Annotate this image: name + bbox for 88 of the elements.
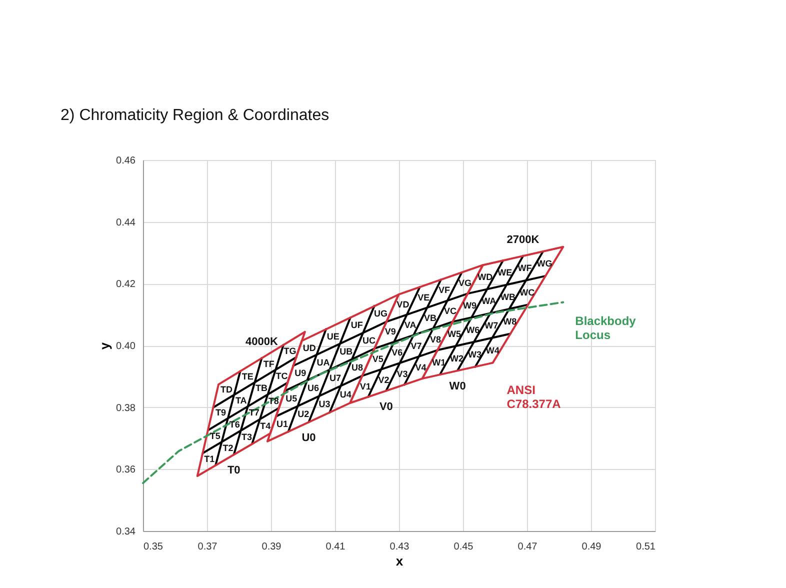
- annotation: TA: [235, 395, 248, 406]
- annotation: UF: [350, 320, 364, 330]
- annotation: V4: [415, 362, 426, 373]
- y-tick-label: 0.46: [116, 156, 136, 166]
- annotation: W0: [449, 380, 466, 393]
- x-tick-label: 0.49: [582, 542, 602, 552]
- text: ANSI C78.377A: [506, 382, 562, 411]
- y-tick-label: 0.34: [116, 526, 136, 538]
- series-label: Blackbody Locus: [575, 314, 636, 342]
- annotation: W7: [484, 320, 498, 331]
- annotation: V7: [410, 340, 422, 351]
- annotation: W2: [450, 353, 464, 364]
- annotation: WA: [482, 296, 497, 306]
- x-tick-label: 0.35: [144, 542, 164, 552]
- x-tick-label: 0.45: [454, 542, 474, 552]
- annotation: U8: [352, 362, 364, 372]
- annotation: TF: [263, 358, 275, 369]
- annotation: WF: [518, 263, 532, 274]
- annotation: UD: [302, 342, 316, 353]
- chart-title: 2) Chromaticity Region & Coordinates: [60, 107, 330, 124]
- x-axis-title: x: [396, 554, 404, 568]
- annotation: T3: [241, 432, 252, 442]
- annotation: V5: [372, 354, 384, 364]
- annotation: T5: [210, 430, 220, 441]
- annotation: V6: [392, 347, 403, 358]
- annotation: VB: [424, 312, 438, 323]
- annotation: U9: [294, 368, 306, 378]
- annotation: VA: [404, 320, 417, 330]
- annotation: TB: [255, 383, 268, 394]
- annotation: T0: [227, 464, 240, 477]
- annotation: T6: [229, 419, 240, 430]
- annotation: UB: [340, 346, 354, 356]
- annotation: VF: [438, 285, 451, 296]
- annotation: U3: [318, 399, 330, 410]
- annotation: W3: [468, 349, 482, 360]
- annotation: V0: [379, 400, 393, 413]
- x-tick-label: 0.47: [518, 542, 538, 552]
- x-tick-label: 0.43: [390, 542, 410, 552]
- y-axis-title: y: [97, 342, 112, 350]
- annotation: W1: [432, 357, 446, 368]
- annotation: T4: [260, 421, 271, 432]
- annotation: U2: [298, 409, 310, 420]
- annotation: W6: [466, 324, 480, 335]
- annotation: 4000K: [246, 336, 278, 348]
- y-tick-label: 0.38: [116, 402, 136, 414]
- annotation: 2700K: [506, 234, 540, 246]
- annotation: UG: [374, 308, 388, 319]
- annotation: V8: [430, 334, 441, 344]
- annotation: TE: [242, 372, 254, 382]
- annotation: W5: [448, 328, 462, 339]
- annotation: TC: [276, 371, 288, 382]
- annotation: VE: [418, 292, 430, 302]
- y-tick-label: 0.42: [116, 279, 136, 290]
- annotation: U5: [286, 393, 298, 404]
- y-tick-label: 0.44: [116, 217, 136, 228]
- annotation: VG: [458, 278, 472, 288]
- annotation: TG: [284, 346, 296, 356]
- annotation: T1: [204, 454, 215, 464]
- annotation: UE: [326, 331, 340, 342]
- annotation: V2: [378, 375, 390, 386]
- annotation: V1: [360, 381, 371, 392]
- annotation: UC: [362, 336, 376, 346]
- y-tick-label: 0.40: [116, 341, 136, 352]
- annotation: WD: [478, 272, 494, 282]
- annotation: T7: [248, 408, 260, 418]
- annotation: UA: [316, 357, 330, 368]
- annotation: W9: [462, 300, 476, 310]
- x-tick-label: 0.51: [636, 542, 656, 552]
- annotation: VC: [444, 306, 457, 316]
- annotation: W4: [486, 345, 500, 356]
- annotation: WE: [498, 268, 512, 278]
- annotation: U6: [308, 383, 320, 394]
- x-tick-label: 0.39: [262, 542, 282, 552]
- x-tick-label: 0.41: [326, 542, 346, 552]
- annotation: V3: [396, 368, 408, 379]
- annotation: VD: [396, 299, 410, 310]
- annotation: U7: [330, 372, 342, 383]
- annotation: U0: [302, 432, 316, 444]
- annotation: WB: [500, 292, 516, 302]
- annotation: T9: [216, 408, 226, 418]
- y-tick-label: 0.36: [116, 464, 136, 476]
- annotation: T2: [222, 443, 234, 454]
- annotation: W8: [503, 316, 517, 326]
- annotation: TD: [220, 384, 233, 394]
- x-tick-label: 0.37: [198, 542, 218, 552]
- annotation: U4: [340, 389, 352, 400]
- annotation: V9: [384, 326, 396, 337]
- annotation: U1: [276, 418, 288, 429]
